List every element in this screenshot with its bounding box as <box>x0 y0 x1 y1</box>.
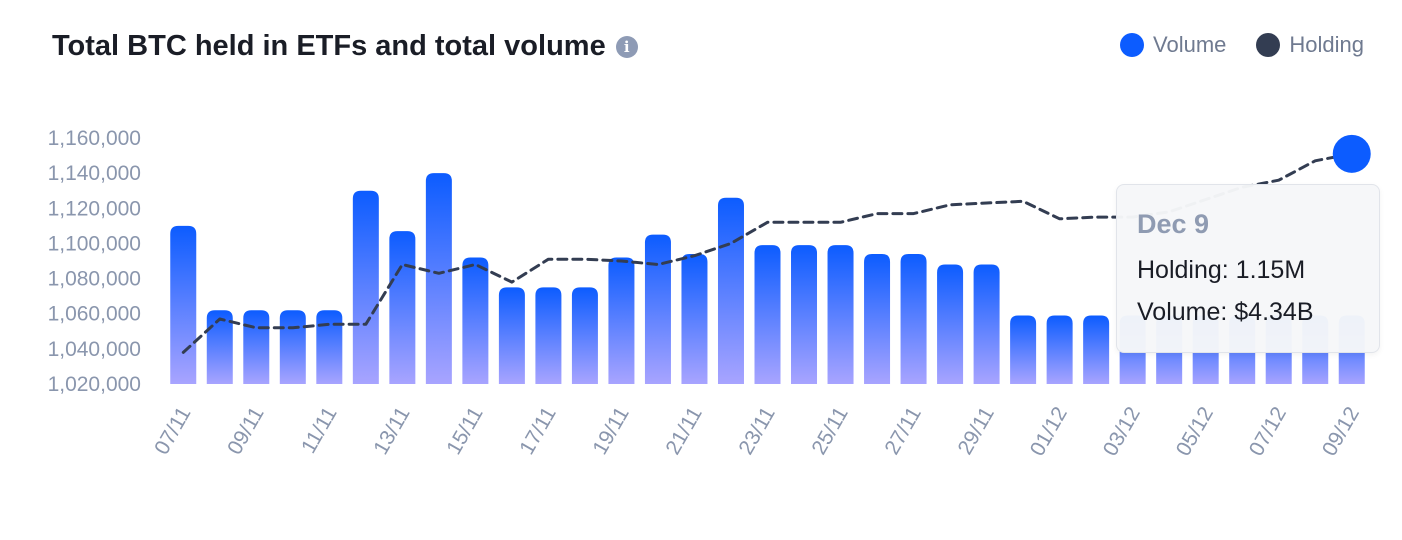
volume-bar[interactable] <box>170 225 197 384</box>
x-tick-label: 17/11 <box>515 403 560 459</box>
legend-label-volume: Volume <box>1153 32 1227 57</box>
legend-label-holding: Holding <box>1289 32 1364 57</box>
tooltip-holding: Holding: 1.15M <box>1137 256 1306 284</box>
volume-bar[interactable] <box>352 190 379 384</box>
volume-bar[interactable] <box>535 287 562 384</box>
volume-bar[interactable] <box>791 245 818 384</box>
volume-bar[interactable] <box>937 264 964 384</box>
x-tick-label: 11/11 <box>297 403 342 457</box>
y-tick-label: 1,080,000 <box>48 268 141 291</box>
x-tick-label: 09/12 <box>1318 403 1364 460</box>
volume-bar[interactable] <box>754 245 781 384</box>
volume-bar[interactable] <box>571 287 598 384</box>
volume-bar[interactable] <box>681 253 708 384</box>
x-tick-label: 07/12 <box>1245 403 1291 460</box>
x-tick-label: 19/11 <box>588 403 633 459</box>
y-tick-label: 1,020,000 <box>48 373 141 396</box>
volume-bar[interactable] <box>243 310 270 384</box>
highlight-point[interactable] <box>1332 134 1371 173</box>
tooltip-date: Dec 9 <box>1137 209 1210 239</box>
legend-item-holding[interactable]: Holding <box>1256 32 1364 58</box>
chart-title: Total BTC held in ETFs and total volume … <box>52 30 638 63</box>
y-tick-label: 1,040,000 <box>48 338 141 361</box>
y-axis: 1,020,000 1,040,000 1,060,000 1,080,000 1,10… <box>48 127 141 396</box>
y-tick-label: 1,140,000 <box>48 162 141 185</box>
info-icon[interactable]: i <box>615 35 638 58</box>
x-tick-label: 03/12 <box>1099 403 1145 460</box>
volume-bar[interactable] <box>279 310 306 384</box>
volume-bar[interactable] <box>644 234 671 384</box>
volume-bar[interactable] <box>900 253 927 384</box>
x-tick-label: 29/11 <box>954 403 999 459</box>
x-tick-label: 09/11 <box>223 403 268 459</box>
x-tick-label: 15/11 <box>442 403 487 459</box>
highlight-marker <box>1332 134 1371 173</box>
x-tick-label: 01/12 <box>1026 403 1072 460</box>
volume-bar[interactable] <box>1046 315 1073 384</box>
volume-bar[interactable] <box>206 310 233 384</box>
legend-item-volume[interactable]: Volume <box>1120 32 1226 58</box>
volume-bar[interactable] <box>462 257 489 384</box>
chart-tooltip: Dec 9 Holding: 1.15M Volume: $4.34B <box>1116 184 1380 353</box>
volume-bar[interactable] <box>608 257 635 384</box>
x-tick-label: 13/11 <box>369 403 414 459</box>
volume-bar[interactable] <box>1010 315 1037 384</box>
y-tick-label: 1,120,000 <box>48 197 141 220</box>
y-tick-label: 1,100,000 <box>48 232 141 255</box>
tooltip-volume: Volume: $4.34B <box>1137 298 1314 326</box>
volume-bar[interactable] <box>389 231 416 384</box>
x-tick-label: 21/11 <box>661 403 706 459</box>
volume-bar[interactable] <box>827 245 854 384</box>
legend-dot-volume-icon <box>1120 33 1144 57</box>
volume-bar[interactable] <box>717 197 744 384</box>
x-tick-label: 27/11 <box>880 403 925 459</box>
y-tick-label: 1,160,000 <box>48 127 141 150</box>
volume-bar[interactable] <box>425 173 452 384</box>
chart-title-text: Total BTC held in ETFs and total volume <box>52 30 606 62</box>
chart-legend: Volume Holding <box>1120 32 1364 58</box>
volume-bar[interactable] <box>1083 315 1110 384</box>
volume-bar[interactable] <box>973 264 1000 384</box>
x-tick-label: 05/12 <box>1172 403 1218 460</box>
volume-bar[interactable] <box>864 253 891 384</box>
y-tick-label: 1,060,000 <box>48 303 141 326</box>
legend-dot-holding-icon <box>1256 33 1281 57</box>
volume-bar[interactable] <box>316 310 343 384</box>
x-axis: 07/11 09/11 11/11 13/11 15/11 17/11 19/11 21/11… <box>150 403 1364 460</box>
volume-bar[interactable] <box>498 287 525 384</box>
x-tick-label: 23/11 <box>734 403 779 459</box>
x-tick-label: 25/11 <box>807 403 852 459</box>
x-tick-label: 07/11 <box>150 403 195 459</box>
